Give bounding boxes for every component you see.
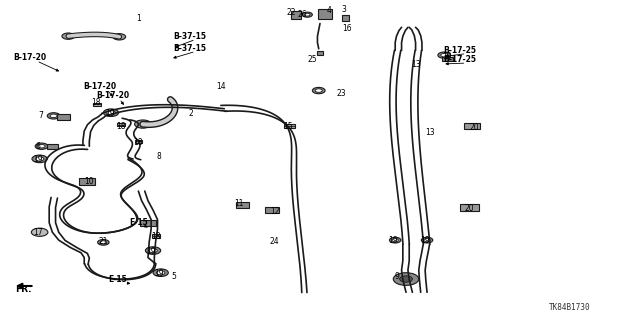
Circle shape [107,111,115,115]
Text: 20: 20 [465,204,474,213]
Circle shape [113,33,125,40]
Text: TK84B1730: TK84B1730 [549,303,591,312]
Bar [140,219,156,226]
Circle shape [31,228,48,236]
Circle shape [399,276,412,282]
Circle shape [149,249,157,253]
Text: 23: 23 [336,89,346,98]
Text: 19: 19 [33,155,42,164]
Bar [134,140,142,143]
Text: 19: 19 [155,269,164,278]
Bar [236,202,248,208]
Text: 5: 5 [171,272,176,281]
Text: 10: 10 [84,177,94,186]
Circle shape [38,145,45,148]
Circle shape [421,237,433,243]
Bar [291,11,301,19]
Circle shape [62,33,75,39]
Circle shape [98,240,109,245]
Bar [284,124,295,128]
Text: B-17-25: B-17-25 [444,46,477,55]
Text: 19: 19 [388,236,397,245]
Bar [442,57,453,61]
Circle shape [153,269,168,277]
Circle shape [32,155,47,163]
Bar [93,103,100,106]
Bar [58,114,70,120]
Text: B-17-20: B-17-20 [13,53,47,62]
Circle shape [316,89,322,92]
Circle shape [424,239,430,242]
Text: 19: 19 [105,109,115,118]
Text: 13: 13 [411,60,420,69]
Text: B-17-20: B-17-20 [84,82,116,91]
Circle shape [438,52,451,58]
Text: 1: 1 [136,14,141,23]
Circle shape [390,237,401,243]
Text: 17: 17 [33,228,42,237]
Text: 24: 24 [269,237,279,246]
Text: 26: 26 [298,10,308,19]
Text: 20: 20 [469,123,479,132]
Text: 7: 7 [38,111,44,120]
Text: 14: 14 [216,82,226,91]
Circle shape [441,53,448,57]
Text: B-17-25: B-17-25 [444,56,477,64]
Text: 18: 18 [134,137,143,147]
Bar [117,123,125,126]
Circle shape [47,113,60,119]
Circle shape [50,114,57,118]
Circle shape [100,241,106,244]
Text: 6: 6 [35,142,40,151]
Text: 4: 4 [327,6,332,15]
Text: 13: 13 [426,128,435,137]
Text: B-37-15: B-37-15 [173,32,206,41]
Text: E-15: E-15 [129,218,148,227]
Bar [47,145,58,149]
Text: 16: 16 [342,24,352,33]
Text: 21: 21 [99,237,108,246]
Text: 18: 18 [116,122,126,131]
Circle shape [134,120,151,128]
Text: 9: 9 [394,272,399,281]
Text: 19: 19 [147,247,156,256]
Text: 2: 2 [189,109,194,118]
Circle shape [103,109,118,116]
Circle shape [145,247,161,254]
Bar [79,178,95,185]
Bar [342,15,349,21]
Circle shape [157,271,165,275]
Bar [152,234,160,238]
Circle shape [312,87,325,94]
Circle shape [305,13,310,16]
Circle shape [392,239,398,242]
Text: B-17-20: B-17-20 [97,91,129,100]
Bar [265,207,279,213]
Text: 19: 19 [443,52,452,61]
Circle shape [35,157,44,161]
Circle shape [35,143,48,149]
Text: 18: 18 [91,98,100,107]
Circle shape [394,273,419,286]
Text: 22: 22 [287,8,296,17]
Bar [460,204,479,211]
Text: 18: 18 [151,233,161,241]
Bar [464,123,479,129]
Bar [317,51,323,55]
Text: 25: 25 [308,56,317,64]
Text: 8: 8 [156,152,161,161]
Text: FR.: FR. [15,285,31,294]
Text: 12: 12 [271,207,280,216]
Text: 15: 15 [284,122,293,131]
Circle shape [302,12,312,17]
Text: 19: 19 [420,236,430,245]
Text: E-15: E-15 [109,275,127,284]
Bar [318,9,332,19]
Text: 11: 11 [234,199,244,208]
Text: B-37-15: B-37-15 [173,44,206,53]
Text: 3: 3 [342,5,347,14]
